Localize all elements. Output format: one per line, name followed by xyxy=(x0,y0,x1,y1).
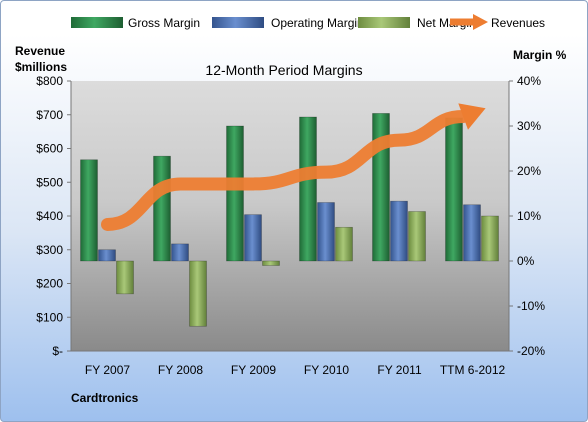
legend-label-gross-margin: Gross Margin xyxy=(128,16,200,30)
y-left-tick-label: $100 xyxy=(36,310,63,324)
y-right-tick-label: 40% xyxy=(517,74,541,88)
company-name: Cardtronics xyxy=(71,391,139,405)
y-right-ticks: -20% -10% 0% 10% 20% 30% 40% xyxy=(509,74,545,358)
gross-margin-bar xyxy=(153,155,171,262)
x-category-label: FY 2010 xyxy=(304,363,349,377)
x-category-label: TTM 6-2012 xyxy=(440,363,506,377)
net-margin-bar xyxy=(335,226,353,262)
y-right-tick-label: 10% xyxy=(517,209,541,223)
y-left-tick-label: $400 xyxy=(36,209,63,223)
operating-margin-bar xyxy=(171,243,189,262)
net-margin-bar xyxy=(408,211,426,262)
y-left-title-line2: $millions xyxy=(15,60,67,74)
x-category-labels: FY 2007 FY 2008 FY 2009 FY 2010 FY 2011 TTM 6… xyxy=(85,363,506,377)
chart-title: 12-Month Period Margins xyxy=(205,62,362,78)
net-margin-bar xyxy=(116,260,134,295)
operating-margin-bar xyxy=(98,249,116,262)
y-left-tick-label: $600 xyxy=(36,142,63,156)
gross-margin-bar xyxy=(226,125,244,262)
gross-margin-bar xyxy=(299,116,317,262)
legend-swatch-revenues xyxy=(450,14,488,30)
net-margin-bar xyxy=(262,260,280,266)
operating-margin-bar xyxy=(390,200,408,262)
x-category-label: FY 2008 xyxy=(158,363,203,377)
y-right-tick-label: -20% xyxy=(517,344,545,358)
y-right-tick-label: 30% xyxy=(517,119,541,133)
y-left-title-line1: Revenue xyxy=(15,44,65,58)
gross-margin-bar xyxy=(445,117,463,262)
legend-swatch-net-margin xyxy=(358,17,410,28)
y-right-tick-label: -10% xyxy=(517,299,545,313)
revenue-line xyxy=(101,103,486,231)
y-left-tick-label: $300 xyxy=(36,243,63,257)
y-left-ticks: $- $100 $200 $300 $400 $500 $600 $700 $800 xyxy=(36,74,71,358)
legend-swatch-operating-margin xyxy=(212,17,264,28)
y-left-tick-label: $700 xyxy=(36,108,63,122)
x-category-label: FY 2011 xyxy=(377,363,422,377)
operating-margin-bar xyxy=(244,214,262,262)
x-category-label: FY 2007 xyxy=(85,363,130,377)
x-category-label: FY 2009 xyxy=(231,363,276,377)
operating-margin-bar xyxy=(463,204,481,262)
net-margin-bar xyxy=(189,260,207,327)
revenue-line-path xyxy=(101,110,470,231)
legend-label-operating-margin: Operating Margin xyxy=(271,16,364,30)
gross-margin-bar xyxy=(80,159,98,262)
y-right-tick-label: 0% xyxy=(517,254,535,268)
operating-margin-bar xyxy=(317,202,335,262)
revenue-arrowhead xyxy=(458,103,486,130)
bars xyxy=(80,113,499,327)
y-left-tick-label: $500 xyxy=(36,175,63,189)
net-margin-bar xyxy=(481,215,499,262)
y-right-title: Margin % xyxy=(513,48,567,62)
y-right-tick-label: 20% xyxy=(517,164,541,178)
legend-label-revenues: Revenues xyxy=(491,16,545,30)
legend-swatch-gross-margin xyxy=(71,17,123,28)
legend: Gross Margin Operating Margin Net Margin… xyxy=(71,14,545,30)
y-left-tick-label: $800 xyxy=(36,74,63,88)
y-left-tick-label: $- xyxy=(52,344,63,358)
y-left-tick-label: $200 xyxy=(36,277,63,291)
